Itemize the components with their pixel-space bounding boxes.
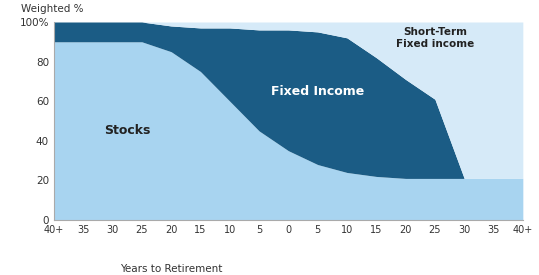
Text: Years to Retirement: Years to Retirement xyxy=(120,263,222,274)
Text: Stocks: Stocks xyxy=(104,124,150,138)
Text: Weighted %: Weighted % xyxy=(21,4,84,14)
Text: Short-Term
Fixed income: Short-Term Fixed income xyxy=(396,27,474,49)
Text: Fixed Income: Fixed Income xyxy=(271,85,364,98)
